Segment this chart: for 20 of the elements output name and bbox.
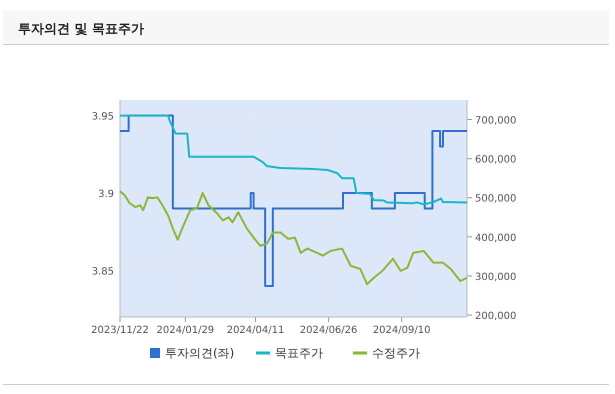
line-series (119, 190, 468, 286)
x-tick-label: 2024/04/11 (226, 325, 284, 336)
x-tick-label: 2024/06/26 (300, 325, 358, 336)
y-tick-label: 3.95 (92, 112, 114, 122)
y2-tick-label: 400,000 (475, 232, 516, 244)
x-tick-label: 2024/09/10 (372, 325, 430, 336)
x-tick-label: 2023/11/22 (91, 325, 149, 336)
y-tick-label: 3.85 (92, 266, 114, 278)
y2-tick-label: 300,000 (475, 272, 516, 283)
y2-tick-label: 700,000 (475, 116, 516, 127)
y2-tick-label: 500,000 (475, 194, 516, 205)
chart-title: 투자의견 및 목표주가 (18, 22, 144, 37)
y2-tick-label: 200,000 (475, 311, 516, 322)
y-tick-label: 3.9 (98, 189, 114, 200)
legend-label: 목표주가 (275, 346, 323, 360)
legend-label: 수정주가 (372, 346, 420, 360)
x-tick-label: 2024/01/29 (156, 325, 214, 336)
line-series (119, 114, 468, 206)
legend-label: 투자의견(좌) (165, 346, 234, 360)
y2-tick-label: 600,000 (475, 154, 516, 166)
